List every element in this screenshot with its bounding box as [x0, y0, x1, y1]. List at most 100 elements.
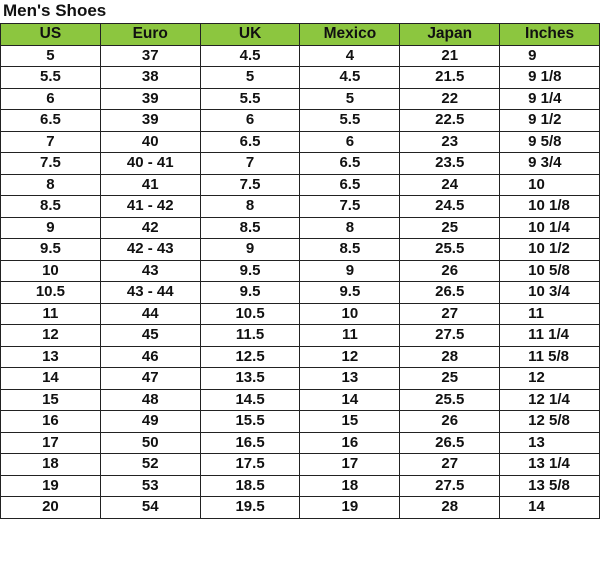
table-row: 15 48 14.5 14 25.5 12 1/4 — [0, 388, 600, 411]
column-header-mexico: Mexico — [299, 23, 401, 46]
cell-euro: 38 — [99, 66, 201, 89]
cell-uk: 11.5 — [199, 324, 301, 347]
cell-euro: 43 - 44 — [99, 281, 201, 304]
cell-uk: 10.5 — [199, 302, 301, 325]
cell-uk: 14.5 — [199, 388, 301, 411]
table-row: 9 42 8.5 8 25 10 1/4 — [0, 216, 600, 239]
cell-japan: 26 — [399, 259, 501, 282]
cell-uk: 17.5 — [199, 453, 301, 476]
cell-euro: 43 — [99, 259, 201, 282]
cell-japan: 21 — [399, 44, 501, 67]
cell-uk: 8.5 — [199, 216, 301, 239]
cell-inches: 9 1/4 — [499, 87, 600, 110]
cell-mexico: 8.5 — [299, 238, 401, 261]
table-row: 10 43 9.5 9 26 10 5/8 — [0, 259, 600, 282]
column-header-uk: UK — [199, 23, 301, 46]
cell-us: 12 — [0, 324, 101, 347]
cell-japan: 21.5 — [399, 66, 501, 89]
cell-uk: 13.5 — [199, 367, 301, 390]
size-chart-table: US Euro UK Mexico Japan Inches 5 37 4.5 4 21 9 5.5 3… — [0, 23, 600, 519]
table-row: 14 47 13.5 13 25 12 — [0, 367, 600, 390]
cell-euro: 37 — [99, 44, 201, 67]
cell-mexico: 4 — [299, 44, 401, 67]
cell-uk: 6.5 — [199, 130, 301, 153]
cell-mexico: 9.5 — [299, 281, 401, 304]
cell-mexico: 6.5 — [299, 173, 401, 196]
table-row: 18 52 17.5 17 27 13 1/4 — [0, 453, 600, 476]
cell-uk: 7.5 — [199, 173, 301, 196]
cell-euro: 53 — [99, 474, 201, 497]
cell-us: 5.5 — [0, 66, 101, 89]
cell-us: 14 — [0, 367, 101, 390]
cell-inches: 9 1/2 — [499, 109, 600, 132]
cell-japan: 23 — [399, 130, 501, 153]
cell-uk: 5 — [199, 66, 301, 89]
cell-inches: 13 1/4 — [499, 453, 600, 476]
cell-mexico: 5.5 — [299, 109, 401, 132]
cell-us: 11 — [0, 302, 101, 325]
cell-uk: 9.5 — [199, 281, 301, 304]
cell-japan: 25 — [399, 367, 501, 390]
cell-inches: 10 — [499, 173, 600, 196]
cell-mexico: 16 — [299, 431, 401, 454]
cell-us: 8.5 — [0, 195, 101, 218]
cell-uk: 9 — [199, 238, 301, 261]
table-row: 8.5 41 - 42 8 7.5 24.5 10 1/8 — [0, 195, 600, 218]
cell-us: 7.5 — [0, 152, 101, 175]
cell-japan: 26 — [399, 410, 501, 433]
cell-us: 19 — [0, 474, 101, 497]
cell-japan: 27.5 — [399, 324, 501, 347]
cell-mexico: 5 — [299, 87, 401, 110]
cell-euro: 44 — [99, 302, 201, 325]
cell-uk: 19.5 — [199, 496, 301, 519]
table-row: 6.5 39 6 5.5 22.5 9 1/2 — [0, 109, 600, 132]
cell-japan: 25.5 — [399, 238, 501, 261]
cell-inches: 10 5/8 — [499, 259, 600, 282]
table-row: 20 54 19.5 19 28 14 — [0, 496, 600, 519]
cell-japan: 25 — [399, 216, 501, 239]
cell-mexico: 11 — [299, 324, 401, 347]
cell-mexico: 4.5 — [299, 66, 401, 89]
cell-uk: 18.5 — [199, 474, 301, 497]
column-header-inches: Inches — [499, 23, 600, 46]
cell-inches: 12 1/4 — [499, 388, 600, 411]
cell-euro: 54 — [99, 496, 201, 519]
table-row: 11 44 10.5 10 27 11 — [0, 302, 600, 325]
cell-inches: 9 — [499, 44, 600, 67]
cell-uk: 16.5 — [199, 431, 301, 454]
cell-us: 18 — [0, 453, 101, 476]
cell-us: 17 — [0, 431, 101, 454]
cell-japan: 28 — [399, 496, 501, 519]
cell-mexico: 7.5 — [299, 195, 401, 218]
cell-japan: 27.5 — [399, 474, 501, 497]
cell-uk: 4.5 — [199, 44, 301, 67]
table-row: 5 37 4.5 4 21 9 — [0, 44, 600, 67]
cell-us: 5 — [0, 44, 101, 67]
cell-inches: 11 — [499, 302, 600, 325]
cell-inches: 14 — [499, 496, 600, 519]
table-row: 7.5 40 - 41 7 6.5 23.5 9 3/4 — [0, 152, 600, 175]
cell-mexico: 10 — [299, 302, 401, 325]
cell-euro: 46 — [99, 345, 201, 368]
table-row: 10.5 43 - 44 9.5 9.5 26.5 10 3/4 — [0, 281, 600, 304]
cell-us: 8 — [0, 173, 101, 196]
cell-euro: 45 — [99, 324, 201, 347]
cell-inches: 9 3/4 — [499, 152, 600, 175]
cell-us: 16 — [0, 410, 101, 433]
cell-mexico: 14 — [299, 388, 401, 411]
cell-us: 7 — [0, 130, 101, 153]
cell-us: 9 — [0, 216, 101, 239]
cell-inches: 9 1/8 — [499, 66, 600, 89]
cell-japan: 28 — [399, 345, 501, 368]
cell-uk: 5.5 — [199, 87, 301, 110]
cell-japan: 22.5 — [399, 109, 501, 132]
cell-inches: 12 — [499, 367, 600, 390]
cell-euro: 41 — [99, 173, 201, 196]
cell-mexico: 6 — [299, 130, 401, 153]
cell-uk: 12.5 — [199, 345, 301, 368]
cell-euro: 42 — [99, 216, 201, 239]
column-header-japan: Japan — [399, 23, 501, 46]
cell-mexico: 17 — [299, 453, 401, 476]
table-row: 16 49 15.5 15 26 12 5/8 — [0, 410, 600, 433]
cell-inches: 12 5/8 — [499, 410, 600, 433]
